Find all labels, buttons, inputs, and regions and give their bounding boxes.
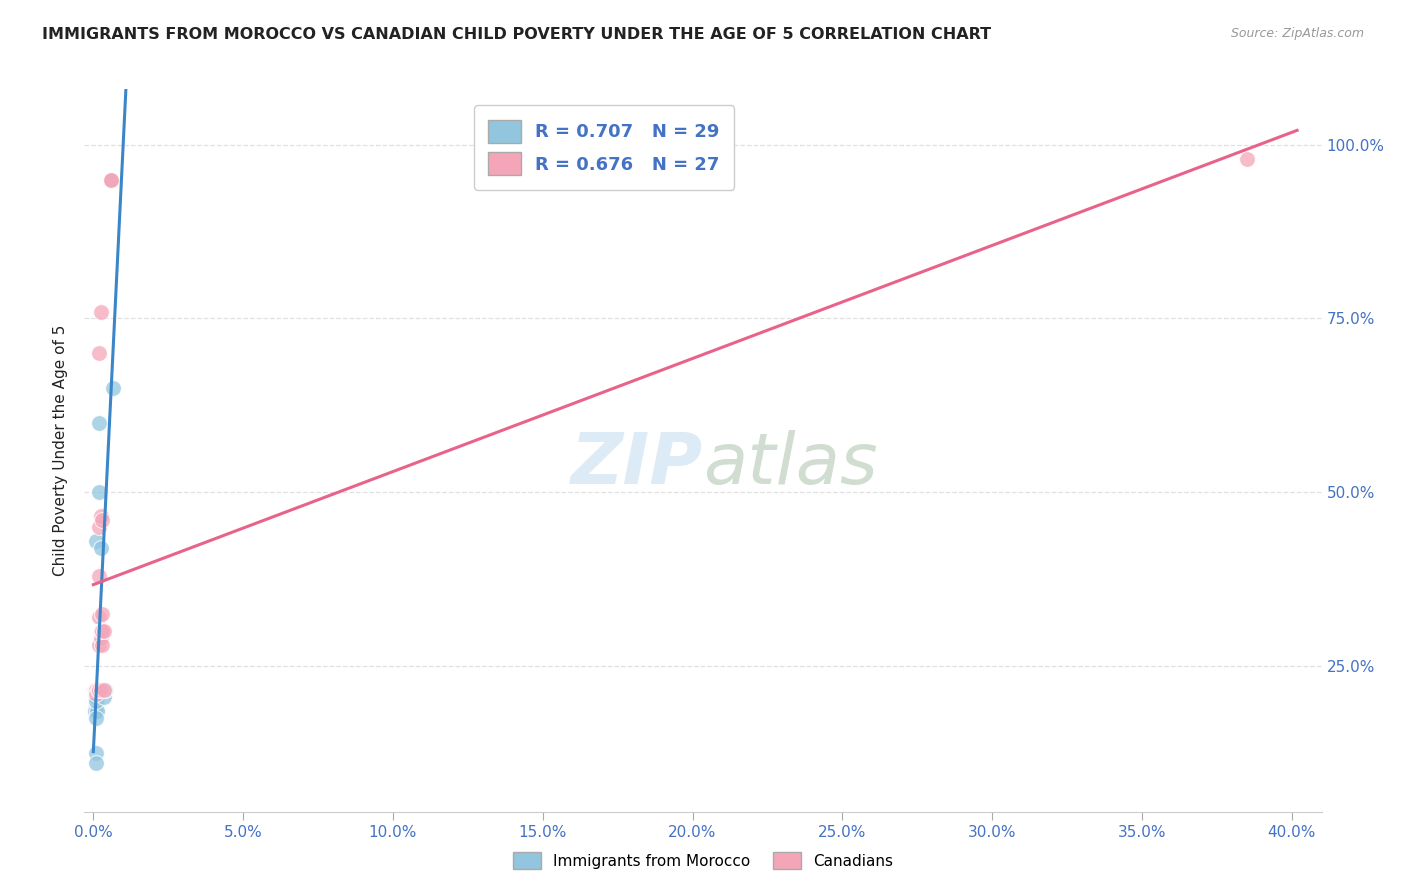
Point — [87, 416, 110, 430]
Point — [83, 683, 105, 698]
Point — [84, 746, 107, 760]
Text: atlas: atlas — [703, 431, 877, 500]
Text: Source: ZipAtlas.com: Source: ZipAtlas.com — [1230, 27, 1364, 40]
Point — [86, 700, 108, 714]
Point — [91, 624, 114, 639]
Point — [90, 607, 112, 621]
Point — [86, 683, 108, 698]
Point — [90, 683, 112, 698]
Point — [86, 690, 108, 704]
Point — [89, 638, 111, 652]
Point — [86, 533, 108, 548]
Point — [89, 520, 111, 534]
Point — [86, 693, 108, 707]
Point — [100, 172, 122, 186]
Point — [90, 509, 112, 524]
Point — [84, 704, 107, 718]
Point — [84, 704, 107, 718]
Point — [86, 704, 108, 718]
Point — [84, 683, 107, 698]
Point — [89, 568, 111, 582]
Point — [87, 683, 110, 698]
Point — [86, 687, 108, 701]
Point — [100, 172, 122, 186]
Point — [84, 697, 107, 711]
Point — [87, 683, 110, 698]
Y-axis label: Child Poverty Under the Age of 5: Child Poverty Under the Age of 5 — [52, 325, 67, 576]
Text: IMMIGRANTS FROM MOROCCO VS CANADIAN CHILD POVERTY UNDER THE AGE OF 5 CORRELATION: IMMIGRANTS FROM MOROCCO VS CANADIAN CHIL… — [42, 27, 991, 42]
Point — [89, 346, 111, 360]
Point — [83, 704, 105, 718]
Point — [94, 683, 117, 698]
Legend: R = 0.707   N = 29, R = 0.676   N = 27: R = 0.707 N = 29, R = 0.676 N = 27 — [474, 105, 734, 190]
Point — [86, 683, 108, 698]
Point — [90, 631, 112, 645]
Point — [1236, 152, 1258, 166]
Point — [93, 683, 115, 698]
Point — [86, 683, 108, 698]
Point — [86, 683, 108, 698]
Point — [89, 683, 111, 698]
Point — [89, 485, 111, 500]
Point — [91, 638, 114, 652]
Point — [86, 683, 108, 698]
Point — [86, 690, 108, 704]
Point — [86, 756, 108, 770]
Point — [91, 683, 114, 698]
Point — [84, 683, 107, 698]
Point — [86, 711, 108, 725]
Legend: Immigrants from Morocco, Canadians: Immigrants from Morocco, Canadians — [508, 846, 898, 875]
Point — [90, 541, 112, 555]
Point — [91, 513, 114, 527]
Point — [87, 683, 110, 698]
Point — [86, 704, 108, 718]
Point — [86, 693, 108, 707]
Point — [100, 172, 122, 186]
Point — [89, 610, 111, 624]
Point — [101, 381, 124, 395]
Text: ZIP: ZIP — [571, 431, 703, 500]
Point — [93, 690, 115, 704]
Point — [86, 683, 108, 698]
Point — [90, 304, 112, 318]
Point — [90, 624, 112, 639]
Point — [93, 624, 115, 639]
